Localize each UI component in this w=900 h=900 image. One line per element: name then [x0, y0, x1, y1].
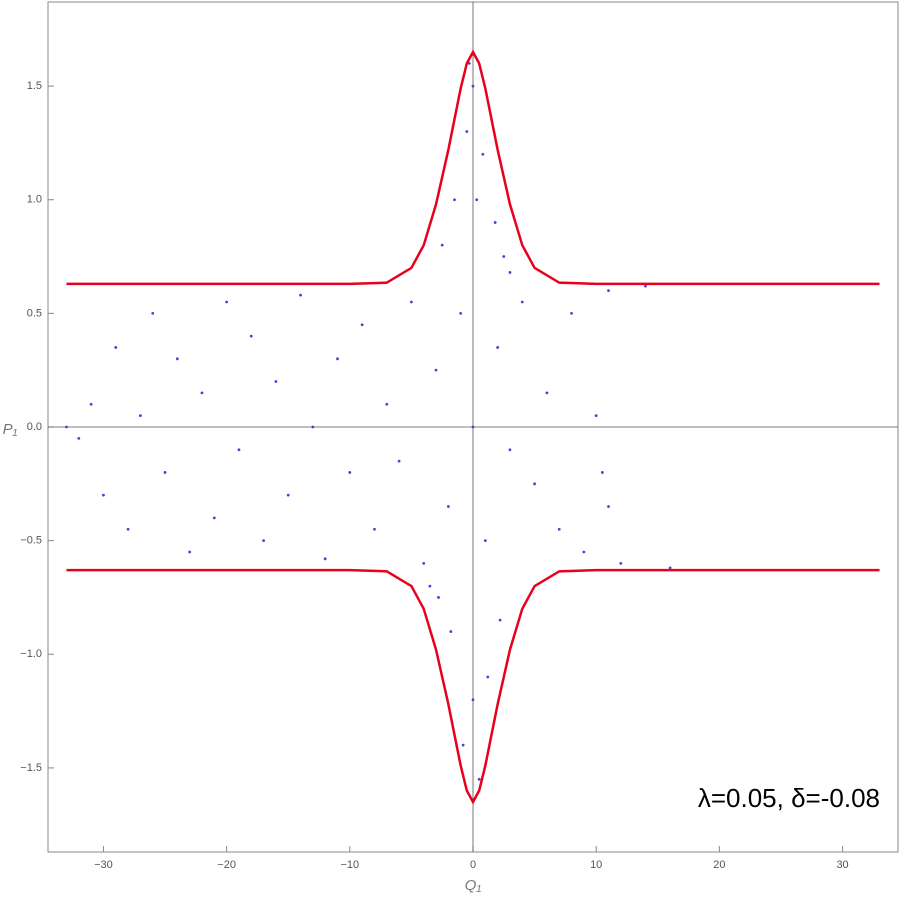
scatter-point — [188, 550, 192, 554]
x-tick-label: −20 — [217, 859, 236, 871]
y-tick-label: 1.5 — [27, 80, 42, 92]
scatter-point — [498, 618, 502, 622]
scatter-point — [360, 323, 364, 327]
scatter-point — [89, 402, 93, 406]
y-axis-label: P₁ — [3, 421, 18, 438]
scatter-point — [582, 550, 586, 554]
scatter-point — [200, 391, 204, 395]
x-tick-label: 20 — [713, 859, 725, 871]
scatter-point — [286, 493, 290, 497]
scatter-point — [449, 630, 453, 633]
scatter-point — [477, 777, 481, 781]
scatter-point — [607, 289, 610, 293]
boundary-curve — [66, 568, 880, 805]
scatter-point — [336, 357, 339, 361]
scatter-point — [410, 300, 413, 304]
scatter-point — [397, 459, 401, 463]
scatter-point — [465, 130, 469, 133]
scatter-point — [212, 516, 216, 520]
x-tick-label: 0 — [470, 859, 476, 871]
scatter-point — [348, 471, 352, 474]
scatter-point — [453, 198, 456, 202]
y-tick-label: 0.0 — [27, 421, 42, 433]
scatter-point — [461, 743, 465, 747]
scatter-point — [237, 448, 241, 452]
scatter-point — [440, 243, 444, 247]
scatter-point — [102, 493, 105, 497]
scatter-point — [274, 380, 278, 383]
scatter-point — [644, 284, 647, 288]
scatter-point — [481, 152, 485, 156]
scatter-point — [262, 539, 265, 543]
scatter-point — [446, 505, 450, 508]
scatter-point — [437, 596, 440, 599]
boundary-curve — [66, 49, 880, 286]
scatter-point — [138, 414, 142, 418]
x-tick-label: 10 — [590, 859, 602, 871]
y-tick-label: 0.5 — [27, 307, 42, 319]
scatter-point — [249, 334, 253, 338]
scatter-point — [373, 527, 376, 531]
scatter-point — [385, 402, 389, 406]
scatter-point — [502, 255, 506, 258]
x-tick-label: 30 — [836, 859, 848, 871]
scatter-point — [114, 346, 118, 349]
scatter-point — [520, 300, 524, 304]
scatter-point — [434, 368, 438, 372]
scatter-point — [619, 561, 623, 565]
scatter-point — [600, 471, 604, 474]
scatter-point — [570, 311, 573, 315]
scatter-point — [483, 539, 487, 543]
scatter-point — [496, 346, 500, 349]
y-tick-label: 1.0 — [27, 194, 42, 206]
scatter-point — [126, 527, 130, 531]
scatter-point — [151, 311, 155, 315]
scatter-point — [493, 221, 497, 224]
scatter-point — [175, 357, 179, 361]
scatter-point — [557, 527, 561, 531]
x-tick-label: −30 — [94, 859, 113, 871]
scatter-point — [533, 482, 536, 486]
x-axis-label: Q₁ — [465, 877, 482, 894]
x-tick-label: −10 — [340, 859, 359, 871]
y-tick-label: −1.0 — [20, 648, 42, 660]
scatter-point — [163, 471, 167, 474]
scatter-point — [311, 425, 315, 429]
scatter-point — [459, 311, 463, 315]
scatter-point — [471, 84, 475, 88]
scatter-point — [428, 584, 432, 588]
scatter-point — [422, 561, 426, 565]
scatter-point — [607, 505, 610, 508]
scatter-point — [508, 271, 512, 274]
scatter-point — [508, 448, 512, 452]
scatter-point — [77, 436, 81, 440]
scatter-point — [471, 698, 475, 702]
scatter-point — [486, 675, 490, 679]
scatter-point — [594, 414, 598, 418]
y-tick-label: −0.5 — [20, 535, 42, 547]
scatter-point — [471, 425, 475, 429]
scatter-point — [475, 198, 479, 202]
scatter-point — [545, 391, 549, 395]
y-tick-label: −1.5 — [20, 762, 42, 774]
scatter-point — [225, 300, 229, 304]
scatter-point — [65, 425, 68, 429]
scatter-point — [323, 557, 327, 561]
scatter-point — [668, 566, 672, 570]
scatter-point — [299, 293, 302, 297]
annotation: λ=0.05, δ=-0.08 — [698, 783, 880, 813]
